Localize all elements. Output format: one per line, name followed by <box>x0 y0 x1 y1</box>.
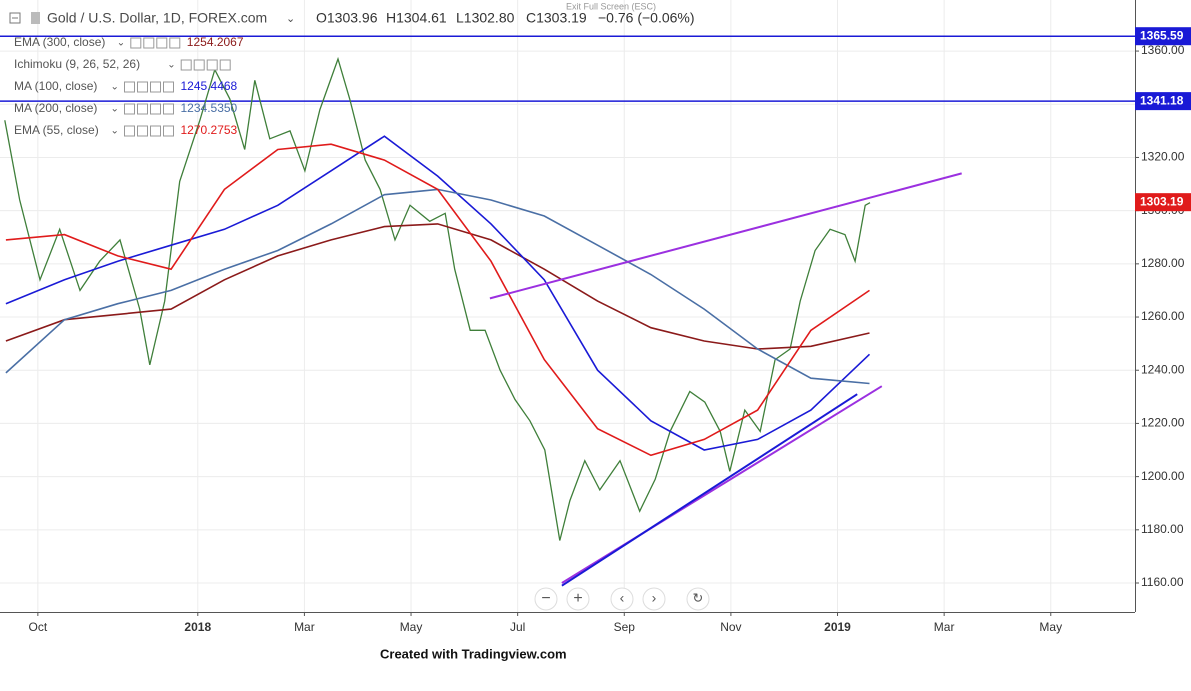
axes: 1160.00 1180.00 1200.00 1220.00 1240.00 1260.… <box>29 27 1191 634</box>
x-tick-label: Mar <box>294 620 315 634</box>
y-tick-label: 1280.00 <box>1141 256 1185 270</box>
scroll-left-icon: ‹ <box>620 590 625 606</box>
legend-dropdown[interactable]: ⌄ <box>111 104 119 115</box>
plot <box>0 35 1135 587</box>
legend-more-button[interactable] <box>156 37 168 49</box>
y-tick-label: 1260.00 <box>1141 309 1185 323</box>
exit-fullscreen[interactable]: Exit Full Screen (ESC) <box>566 1 656 11</box>
legend-entry: Ichimoku (9, 26, 52, 26) <box>14 57 140 71</box>
legend-entry: EMA (300, close) <box>14 35 105 49</box>
collapse-icon[interactable] <box>9 12 21 24</box>
footer-credit: Created with Tradingview.com <box>380 646 567 661</box>
toolbar: − + ‹ › ↻ <box>534 587 710 611</box>
trend-line <box>561 393 858 587</box>
scroll-left-button[interactable] <box>610 587 634 611</box>
x-tick-label: 2019 <box>824 620 851 634</box>
legend-value: 1254.2067 <box>187 35 244 49</box>
grid <box>0 0 1135 612</box>
x-tick-label: Oct <box>29 620 48 634</box>
y-tick-label: 1360.00 <box>1141 43 1185 57</box>
x-tick-label: Mar <box>934 620 955 634</box>
reset-icon: ↻ <box>693 590 704 605</box>
ohlc-high: H1304.61 <box>386 10 447 26</box>
legend-dropdown[interactable]: ⌄ <box>167 60 175 71</box>
y-tick-label: 1200.00 <box>1141 469 1185 483</box>
legend-more-button[interactable] <box>150 103 161 115</box>
reset-button[interactable] <box>686 587 710 611</box>
symbol-dropdown[interactable]: ⌄ <box>286 13 295 25</box>
indicator-line <box>5 135 871 451</box>
ohlc-open: O1303.96 <box>316 10 378 26</box>
price-tag <box>1135 92 1191 111</box>
legend-close-button[interactable] <box>163 81 174 93</box>
legend-more-button[interactable] <box>150 125 161 137</box>
ohlc-close: C1303.19 <box>526 10 587 26</box>
legend-settings-button[interactable] <box>137 125 148 137</box>
legend-dropdown[interactable]: ⌄ <box>117 38 125 49</box>
legend-eye-button[interactable] <box>124 81 135 93</box>
symbol-name[interactable]: Gold / U.S. Dollar, 1D, FOREX.com <box>47 10 267 26</box>
y-tick-label: 1220.00 <box>1141 416 1185 430</box>
legend-eye-button[interactable] <box>124 103 135 115</box>
zoom-out-icon: − <box>541 590 550 607</box>
legend: EMA (300, close) ⌄ 1254.2067 Ichimoku (9, 2… <box>14 35 244 137</box>
legend-eye-button[interactable] <box>124 125 135 137</box>
legend-dropdown[interactable]: ⌄ <box>111 82 119 93</box>
symbol-icon <box>31 12 40 24</box>
x-tick-label: 2018 <box>184 620 211 634</box>
scroll-right-icon: › <box>652 590 657 606</box>
y-tick-label: 1180.00 <box>1141 522 1184 536</box>
price-tag-label: 1341.18 <box>1140 93 1184 107</box>
legend-dropdown[interactable]: ⌄ <box>111 126 119 137</box>
legend-entry: MA (200, close) <box>14 101 97 115</box>
y-tick-label: 1160.00 <box>1141 575 1184 589</box>
legend-settings-button[interactable] <box>143 37 155 49</box>
legend-entry: MA (100, close) <box>14 79 97 93</box>
x-tick-label: Jul <box>510 620 525 634</box>
trend-line <box>489 172 962 300</box>
legend-entry: EMA (55, close) <box>14 123 99 137</box>
x-tick-label: Nov <box>720 620 741 634</box>
legend-close-button[interactable] <box>163 103 174 115</box>
legend-value: 1245.4468 <box>181 79 238 93</box>
zoom-in-icon: + <box>573 590 582 607</box>
y-tick-label: 1320.00 <box>1141 150 1185 164</box>
legend-value: 1234.5350 <box>181 101 238 115</box>
scroll-right-button[interactable] <box>642 587 666 611</box>
legend-more-button[interactable] <box>150 81 161 93</box>
zoom-in-button[interactable] <box>566 587 590 611</box>
legend-close-button[interactable] <box>169 37 181 49</box>
x-tick-label: Sep <box>614 620 636 634</box>
ohlc-low: L1302.80 <box>456 10 515 26</box>
legend-eye-button[interactable] <box>180 59 192 71</box>
x-tick-label: May <box>400 620 423 634</box>
last-price-tag <box>1135 193 1191 212</box>
y-tick-label: 1240.00 <box>1141 362 1185 376</box>
legend-settings-button[interactable] <box>137 103 148 115</box>
zoom-out-button[interactable] <box>534 587 558 611</box>
x-tick-label: May <box>1039 620 1062 634</box>
legend-more-button[interactable] <box>206 59 218 71</box>
last-price-label: 1303.19 <box>1140 194 1184 208</box>
price-tag <box>1135 27 1191 46</box>
legend-close-button[interactable] <box>163 125 174 137</box>
legend-settings-button[interactable] <box>137 81 148 93</box>
price-tag-label: 1365.59 <box>1140 28 1184 42</box>
indicator-line <box>5 223 870 350</box>
legend-close-button[interactable] <box>219 59 231 71</box>
price-line <box>4 56 871 541</box>
legend-value: 1270.2753 <box>181 123 238 137</box>
legend-eye-button[interactable] <box>130 37 142 49</box>
ohlc-change: −0.76 (−0.06%) <box>598 10 695 26</box>
indicator-line <box>5 143 870 457</box>
legend-settings-button[interactable] <box>193 59 205 71</box>
